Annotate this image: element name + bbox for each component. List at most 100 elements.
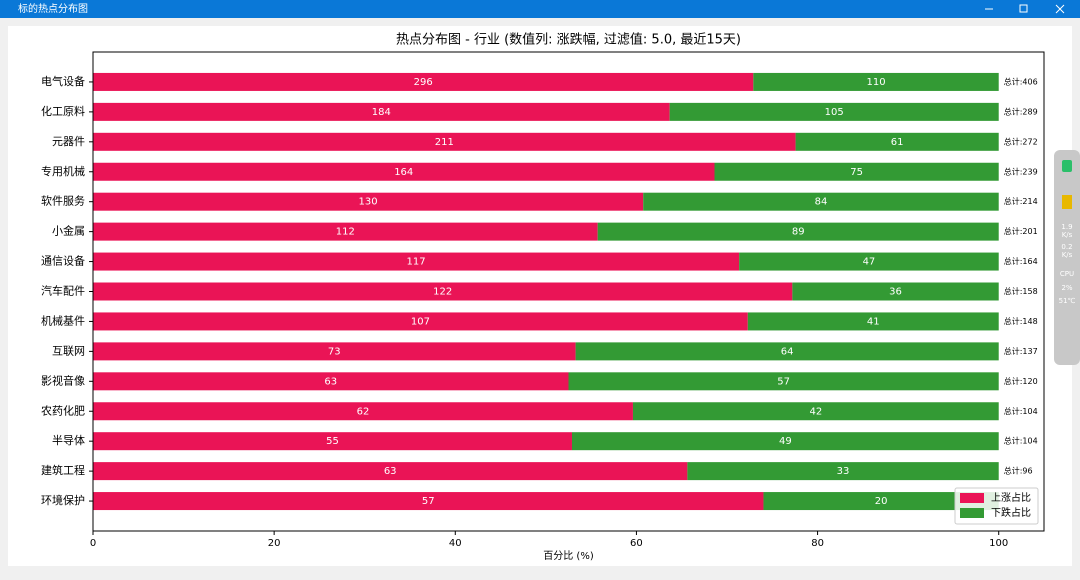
legend-label: 上涨占比 (991, 491, 1031, 504)
bar-segment (93, 102, 670, 121)
widget-text: CPU (1060, 270, 1074, 278)
bar-label: 112 (336, 227, 355, 238)
bar-segment (93, 342, 576, 361)
y-tick-label: 元器件 (52, 135, 85, 148)
y-tick-label: 影视音像 (41, 373, 85, 387)
total-label: 总计:158 (1004, 286, 1038, 296)
bar-label: 36 (889, 287, 902, 298)
legend-label: 下跌占比 (991, 506, 1031, 519)
bar-label: 84 (815, 197, 828, 208)
y-tick-label: 环境保护 (41, 493, 85, 507)
maximize-button[interactable] (1019, 4, 1028, 13)
widget-text: 2% (1061, 284, 1072, 292)
bar-label: 75 (850, 167, 863, 178)
total-label: 总计:406 (1004, 76, 1038, 86)
bar-segment (93, 132, 796, 151)
x-tick-label: 100 (989, 538, 1008, 549)
window-title: 标的热点分布图 (18, 2, 88, 15)
bar-segment (753, 72, 999, 91)
total-label: 总计:96 (1004, 466, 1033, 476)
bar-label: 55 (326, 436, 339, 447)
y-tick-label: 专用机械 (41, 164, 85, 178)
bar-label: 57 (777, 376, 790, 387)
widget-text: K/s (1062, 251, 1073, 259)
y-tick-label: 软件服务 (41, 194, 85, 208)
bar-segment (93, 72, 754, 91)
bar-label: 211 (435, 137, 454, 148)
total-label: 总计:201 (1004, 226, 1038, 236)
bar-segment (795, 132, 999, 151)
bar-label: 62 (357, 406, 370, 417)
bar-segment (739, 252, 999, 271)
y-tick-label: 电气设备 (41, 74, 85, 88)
y-tick-label: 农药化肥 (41, 403, 85, 417)
bar-segment (568, 372, 999, 391)
bar-segment (687, 462, 999, 481)
x-tick-label: 0 (90, 538, 96, 549)
y-tick-label: 小金属 (52, 224, 85, 238)
widget-text: 0.2 (1061, 243, 1072, 251)
bar-segment (597, 222, 999, 241)
bar-label: 184 (372, 107, 391, 118)
total-label: 总计:239 (1004, 166, 1038, 176)
bar-segment (93, 432, 572, 451)
bar-label: 89 (792, 227, 805, 238)
plot-frame (92, 51, 1045, 532)
y-tick-label: 建筑工程 (41, 463, 85, 477)
x-tick-label: 60 (630, 538, 643, 549)
bar-label: 122 (433, 287, 452, 298)
total-label: 总计:272 (1004, 136, 1038, 146)
bar-label: 63 (324, 376, 337, 387)
bar-label: 105 (825, 107, 844, 118)
bar-label: 130 (359, 197, 378, 208)
bar-segment (93, 372, 569, 391)
x-axis-label: 百分比 (%) (543, 550, 594, 562)
bar-segment (575, 342, 999, 361)
bar-segment (93, 462, 688, 481)
bar-segment (571, 432, 999, 451)
bar-label: 42 (809, 406, 822, 417)
bar-label: 57 (422, 496, 435, 507)
bar-label: 47 (863, 257, 876, 268)
total-label: 总计:289 (1004, 106, 1038, 116)
legend-swatch (960, 508, 984, 518)
y-tick-label: 机械基件 (41, 313, 85, 327)
widget-text: 1.9 (1061, 223, 1072, 231)
bar-segment (93, 492, 764, 511)
total-label: 总计:137 (1004, 346, 1038, 356)
bar-segment (792, 282, 999, 301)
total-label: 总计:214 (1004, 196, 1038, 206)
total-label: 总计:164 (1004, 256, 1038, 266)
bar-label: 73 (328, 346, 341, 357)
bar-segment (93, 162, 715, 181)
total-label: 总计:120 (1004, 376, 1038, 386)
bar-label: 117 (407, 257, 426, 268)
bar-segment (763, 492, 999, 511)
monitor-widget[interactable] (1054, 150, 1080, 365)
y-tick-label: 汽车配件 (41, 284, 85, 298)
total-label: 总计:104 (1004, 406, 1038, 416)
bar-label: 164 (394, 167, 413, 178)
bar-segment (93, 312, 748, 331)
chart: 热点分布图 - 行业 (数值列: 涨跌幅, 过滤值: 5.0, 最近15天) 百分… (41, 32, 1045, 562)
bar-segment (93, 222, 598, 241)
x-tick-label: 20 (268, 538, 281, 549)
bar-label: 296 (414, 77, 433, 88)
bar-label: 49 (779, 436, 792, 447)
bar-segment (632, 402, 999, 421)
close-button[interactable] (1055, 4, 1065, 14)
title-bar (0, 0, 1080, 18)
bar-segment (93, 252, 740, 271)
shield-icon (1062, 160, 1072, 172)
bar-segment (93, 192, 644, 211)
x-tick-label: 40 (449, 538, 462, 549)
widget-text: 51℃ (1059, 297, 1076, 305)
battery-icon (1062, 195, 1072, 209)
bar-segment (93, 282, 793, 301)
bar-label: 107 (411, 316, 430, 327)
bar-label: 20 (875, 496, 888, 507)
bar-segment (669, 102, 999, 121)
